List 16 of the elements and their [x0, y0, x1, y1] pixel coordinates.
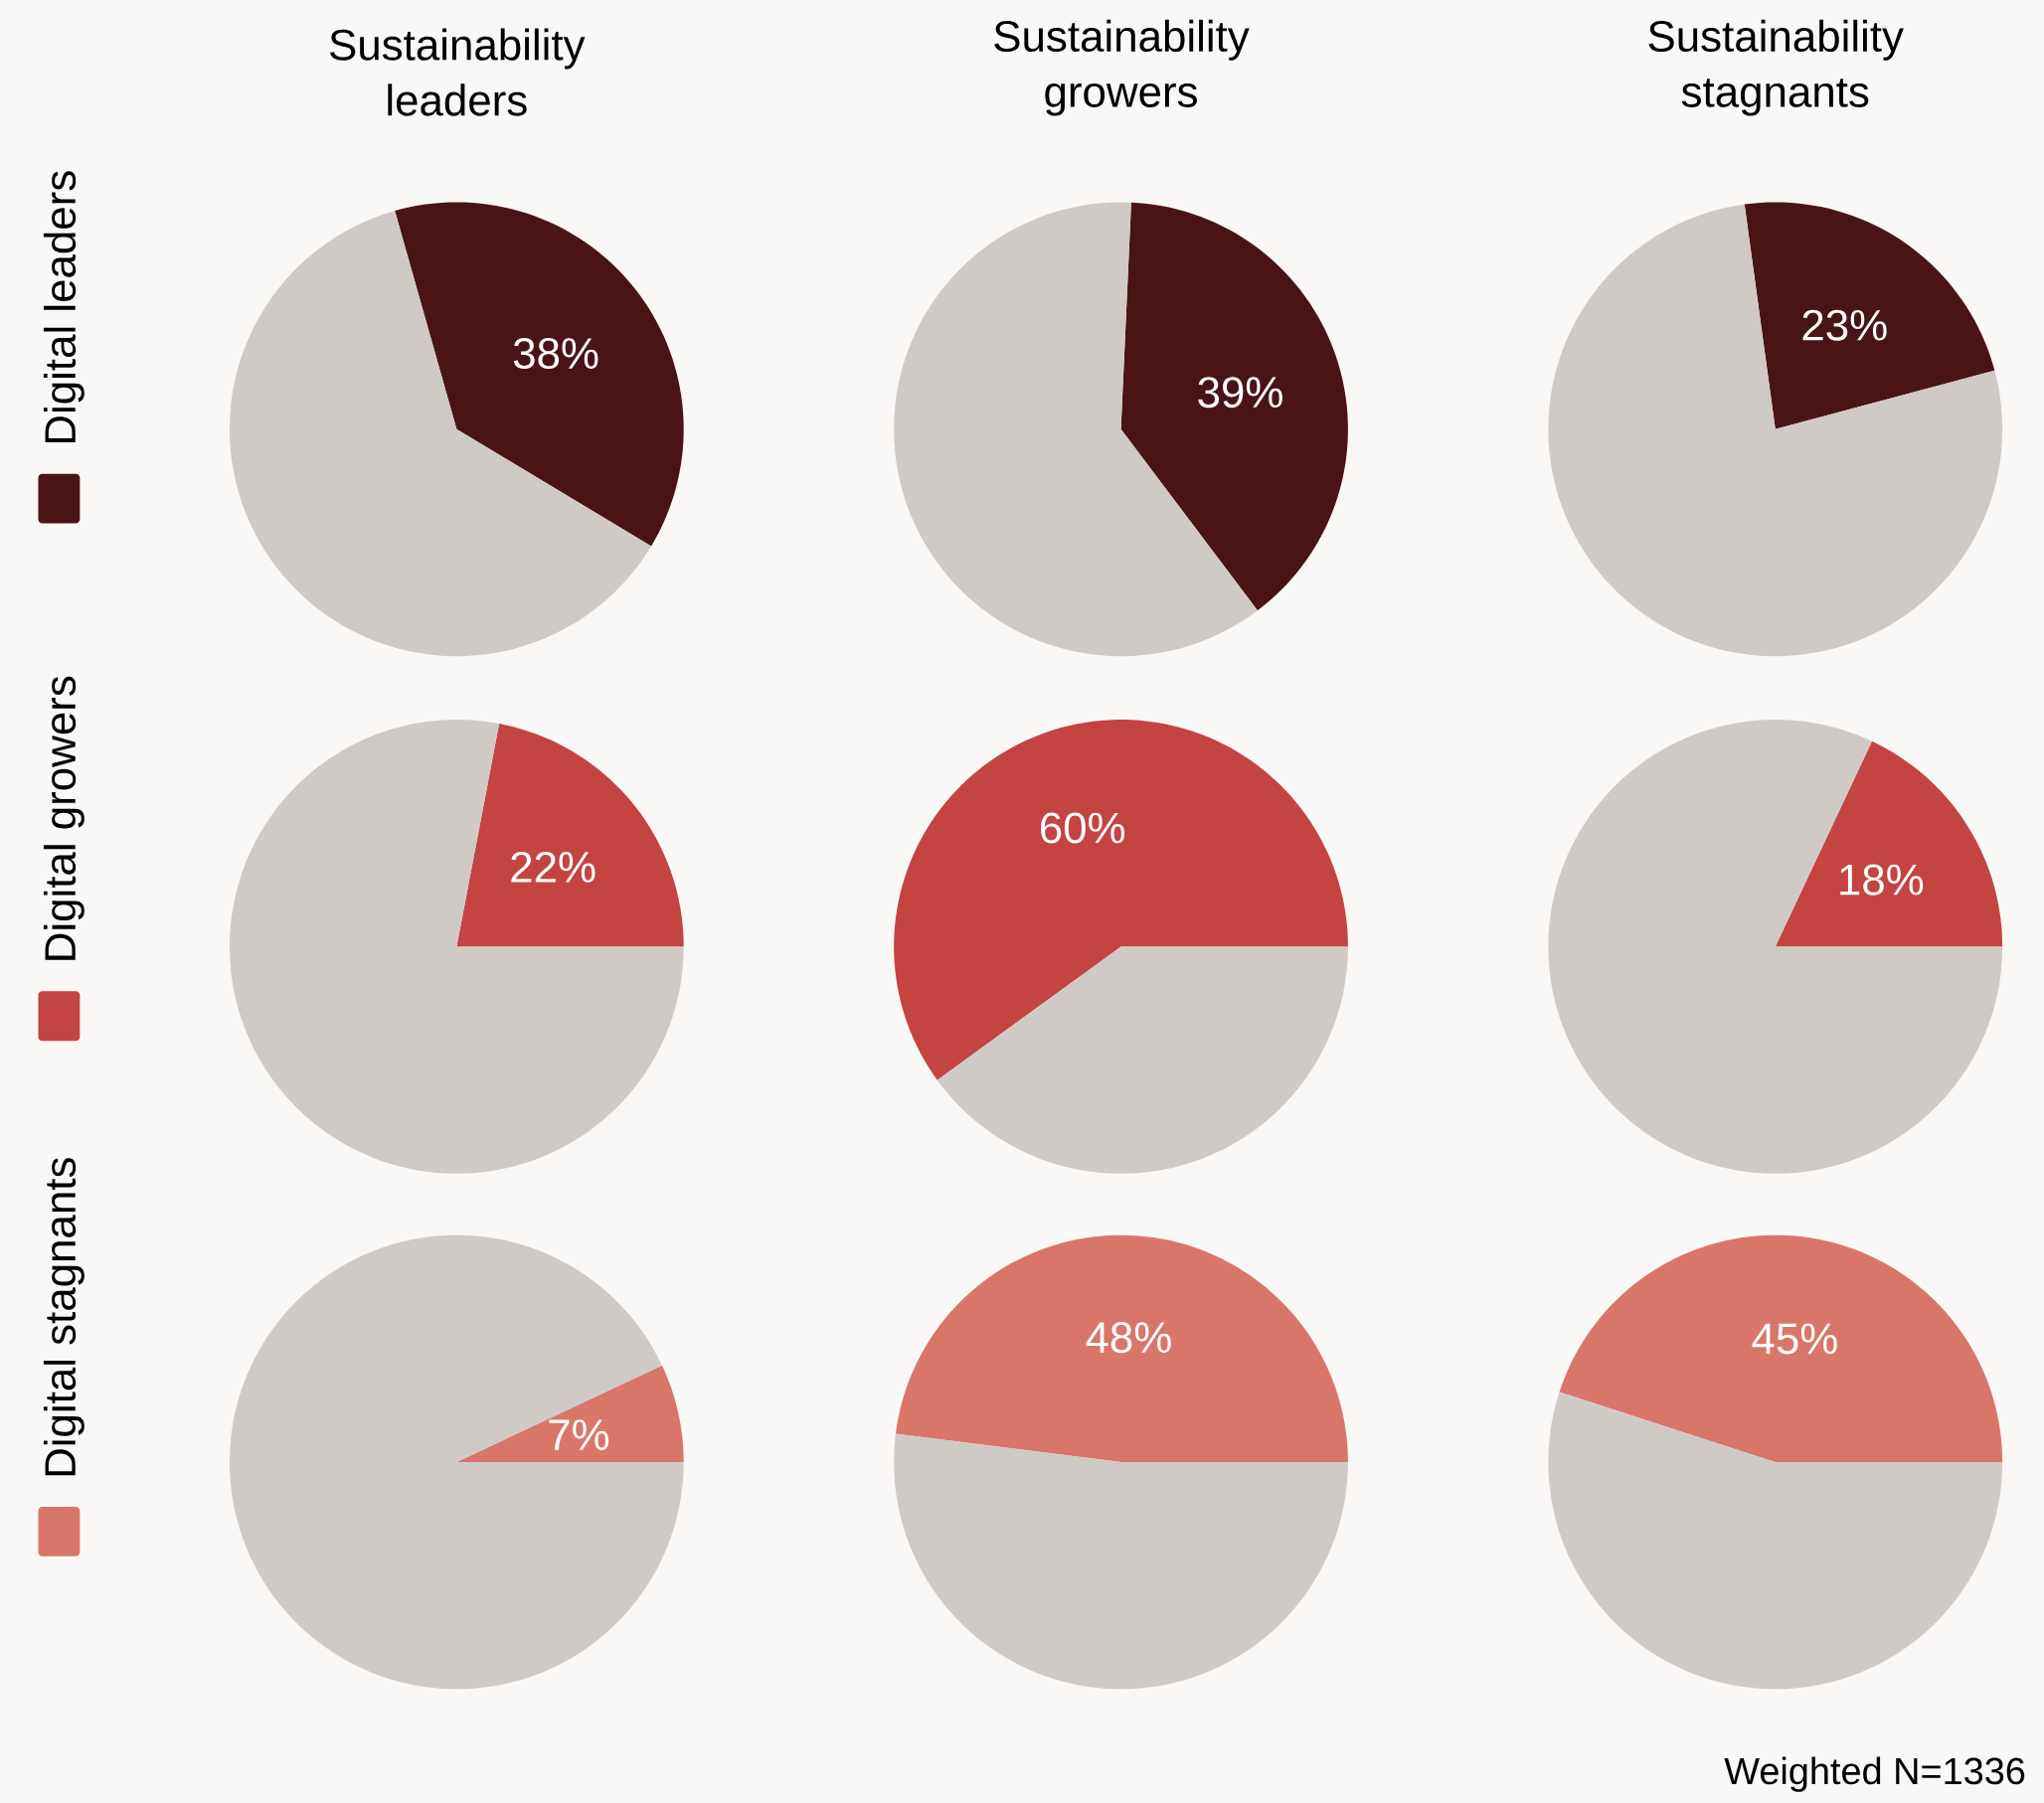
data-label: 7%: [549, 1419, 609, 1450]
text: Digital stagnants: [43, 1158, 85, 1476]
data-label: 39%: [1198, 377, 1282, 409]
text: Digital leaders: [43, 171, 85, 443]
chart-title: Sustainability growers: [994, 19, 1250, 116]
data-label: 60%: [1041, 812, 1125, 844]
data-label: 38%: [513, 337, 598, 370]
data-label: 23%: [1802, 309, 1887, 341]
text: Digital growers: [43, 676, 85, 960]
data-label: 45%: [1752, 1323, 1837, 1355]
data-label: 22%: [511, 851, 596, 883]
data-label: 48%: [1086, 1322, 1171, 1354]
data-label: 18%: [1840, 864, 1924, 896]
text: Weighted N=1336: [1724, 1756, 2025, 1792]
chart-title: Sustainability stagnants: [1648, 19, 1904, 116]
chart-title: Sustainability leaders: [330, 28, 586, 116]
